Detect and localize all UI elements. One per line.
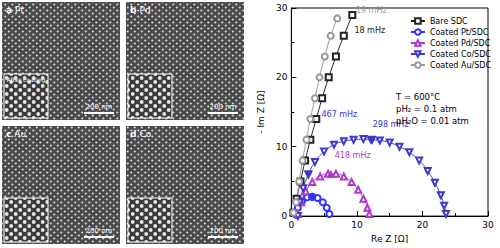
svg-text:After coating: After coating (7, 76, 46, 84)
svg-text:298 mHz: 298 mHz (372, 120, 409, 129)
svg-text:Coated Co/SDC: Coated Co/SDC (430, 50, 491, 59)
svg-text:20: 20 (417, 220, 429, 230)
svg-text:pH₂ = 0.1 atm: pH₂ = 0.1 atm (396, 104, 457, 114)
svg-text:20: 20 (276, 72, 288, 82)
svg-text:dCo: dCo (130, 129, 152, 139)
svg-text:Coated Pt/SDC: Coated Pt/SDC (430, 28, 489, 37)
svg-text:200 nm: 200 nm (210, 103, 237, 111)
svg-text:19 mHz: 19 mHz (356, 6, 387, 15)
svg-text:aPt: aPt (6, 5, 25, 15)
svg-text:30: 30 (276, 3, 288, 13)
svg-text:18 mHz: 18 mHz (354, 26, 385, 35)
svg-text:Bare SDC: Bare SDC (430, 17, 468, 26)
svg-text:- Im Z [Ω]: - Im Z [Ω] (256, 90, 266, 133)
svg-text:pH₂O = 0.01 atm: pH₂O = 0.01 atm (396, 116, 469, 126)
svg-text:200 nm: 200 nm (210, 227, 237, 235)
svg-text:200 nm: 200 nm (86, 227, 113, 235)
svg-text:467 mHz: 467 mHz (321, 110, 357, 119)
svg-text:bPd: bPd (130, 5, 151, 15)
svg-text:418 mHz: 418 mHz (335, 151, 371, 160)
svg-text:cAu: cAu (6, 129, 26, 139)
svg-text:T = 600°C: T = 600°C (395, 92, 440, 102)
svg-text:10: 10 (351, 220, 363, 230)
svg-text:Coated Pd/SDC: Coated Pd/SDC (430, 39, 491, 48)
svg-text:0: 0 (282, 211, 288, 221)
svg-text:10: 10 (276, 142, 288, 152)
svg-text:200 nm: 200 nm (86, 103, 113, 111)
svg-text:30: 30 (482, 220, 494, 230)
svg-text:0: 0 (288, 220, 294, 230)
svg-text:Coated Au/SDC: Coated Au/SDC (430, 61, 492, 70)
svg-text:Re Z [Ω]: Re Z [Ω] (371, 234, 408, 244)
